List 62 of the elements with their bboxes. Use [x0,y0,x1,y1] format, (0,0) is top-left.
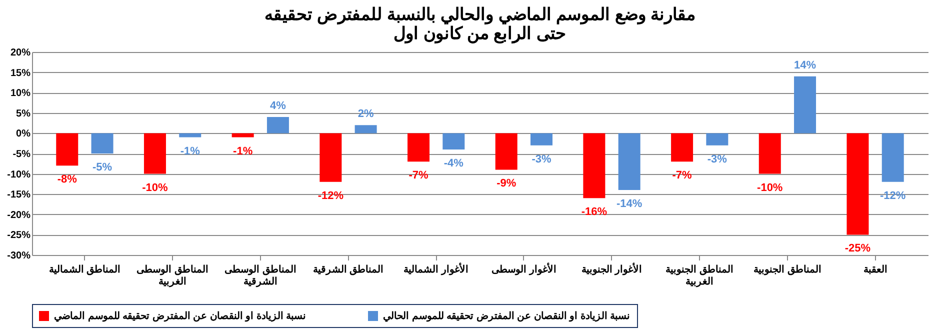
text: حتى الرابع من كانون اول [394,24,566,43]
legend-label: نسبة الزيادة او النقصان عن المفترض تحقيقه للموسم الماضي [54,311,306,322]
legend-label: نسبة الزيادة او النقصان عن المفترض تحقيقه للموسم الحالي [383,311,630,322]
bar [530,133,552,146]
y-tick-label: -10% [7,169,31,180]
x-tick-label: المناطق الوسطى الشرقية [224,264,296,288]
y-tick-label: 15% [10,68,31,79]
data-label: 4% [270,100,286,112]
x-tick-label: المناطق الشرقية [312,264,384,276]
x-tick-label: الأغوار الشمالية [404,264,468,276]
bar [671,133,694,162]
bar [91,133,114,154]
bar [266,116,289,134]
data-label: -25% [844,242,871,255]
bar [882,133,904,182]
bar [758,133,781,174]
bar [408,133,430,162]
data-label: -1% [233,145,253,158]
bar [232,133,254,138]
y-tick-label: 5% [16,108,31,120]
bar [618,133,640,190]
bar [354,125,377,134]
text: مقارنة وضع الموسم الماضي والحالي بالنسبة للمفترض تحقيقه [264,5,696,24]
data-label: -8% [57,174,78,186]
bar [495,133,518,170]
y-tick-label: -5% [12,149,31,160]
y-tick-label: 20% [10,48,31,58]
data-label: -7% [672,170,692,182]
data-label: -3% [707,153,728,166]
data-label: -4% [444,157,464,170]
data-label: -12% [318,190,344,202]
y-tick-label: -30% [7,250,31,262]
data-label: -14% [616,198,642,210]
bar [56,133,78,166]
bar [794,76,816,134]
data-label: -9% [496,178,516,190]
x-tick-label: العقبة [863,264,888,276]
bar [583,133,606,198]
bar [320,133,342,182]
y-tick-label: -25% [7,230,31,242]
x-tick-label: المناطق الجنوبية [754,264,822,276]
bar [442,133,465,150]
x-tick-label: المناطق الوسطى الغربية [136,264,208,288]
data-label: -5% [92,162,112,174]
y-tick-label: -20% [7,210,31,221]
x-tick-label: المناطق الشمالية [48,264,121,276]
data-label: -10% [757,182,783,194]
x-tick-label: المناطق الجنوبية الغربية [666,264,734,288]
data-label: -7% [408,170,429,182]
x-tick-label: الأغوار الوسطى [492,264,556,276]
y-tick-label: 0% [16,128,31,140]
data-label: 14% [794,59,816,72]
bar [179,133,202,138]
y-tick-label: 10% [10,88,31,100]
data-label: -10% [142,182,168,194]
y-tick-label: -15% [7,190,31,201]
bar [706,133,728,146]
bar [144,133,166,174]
data-label: -3% [532,153,552,166]
bar [846,133,869,235]
x-tick-label: الأغوار الجنوبية [581,264,642,276]
data-label: -16% [581,206,608,218]
